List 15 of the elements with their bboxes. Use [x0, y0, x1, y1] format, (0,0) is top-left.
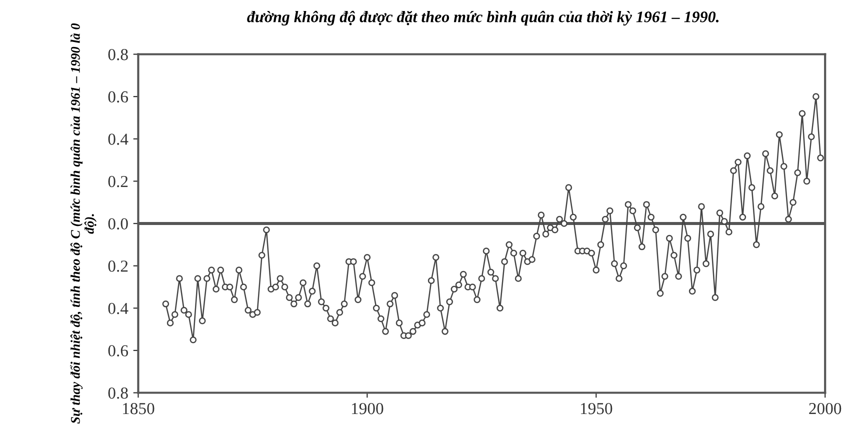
y-tick-label: 0.4 [108, 134, 128, 145]
y-tick-label: 0.6 [108, 345, 128, 356]
y-axis-title: Sự thay đổi nhiệt độ, tính theo độ C (mức bình quân của 1961 – 1990 là 0 độ). [70, 23, 97, 424]
x-tick-label: 1950 [580, 402, 612, 414]
y-tick-label: 0.2 [108, 176, 128, 188]
chart-title: đường không độ được đặt theo mức bình quân của thời kỳ 1961 – 1990. [247, 10, 719, 26]
y-tick-label: 0.8 [108, 48, 128, 60]
x-tick-label: 2000 [809, 402, 842, 414]
y-tick-label: 0.4 [108, 302, 128, 314]
y-tick-label: 0.0 [108, 218, 128, 230]
x-tick-label: 1900 [352, 402, 384, 414]
y-tick-label: 0.8 [108, 387, 128, 399]
x-tick-label: 1850 [123, 402, 154, 414]
y-tick-label: 0.2 [108, 260, 128, 272]
y-tick-label: 0.6 [108, 91, 128, 103]
